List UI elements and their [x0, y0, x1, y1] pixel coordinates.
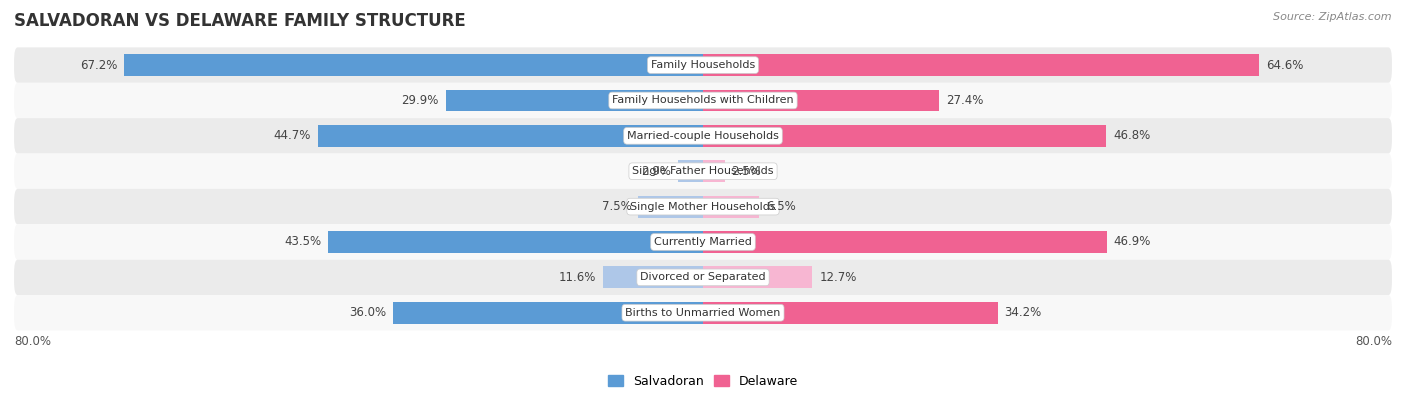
Text: Divorced or Separated: Divorced or Separated	[640, 273, 766, 282]
Text: 11.6%: 11.6%	[558, 271, 596, 284]
FancyBboxPatch shape	[14, 189, 1392, 224]
Bar	[703, 231, 1107, 253]
FancyBboxPatch shape	[14, 47, 1392, 83]
Text: 67.2%: 67.2%	[80, 58, 117, 71]
Bar	[638, 196, 703, 218]
Legend: Salvadoran, Delaware: Salvadoran, Delaware	[603, 370, 803, 393]
Text: 7.5%: 7.5%	[602, 200, 631, 213]
Text: 80.0%: 80.0%	[1355, 335, 1392, 348]
Text: 44.7%: 44.7%	[274, 129, 311, 142]
Text: 6.5%: 6.5%	[766, 200, 796, 213]
Bar	[703, 54, 1260, 76]
Text: 34.2%: 34.2%	[1004, 306, 1042, 319]
Text: Births to Unmarried Women: Births to Unmarried Women	[626, 308, 780, 318]
Text: 64.6%: 64.6%	[1267, 58, 1303, 71]
Text: 27.4%: 27.4%	[946, 94, 983, 107]
FancyBboxPatch shape	[14, 83, 1392, 118]
Text: SALVADORAN VS DELAWARE FAMILY STRUCTURE: SALVADORAN VS DELAWARE FAMILY STRUCTURE	[14, 12, 465, 30]
Bar	[703, 125, 1107, 147]
Bar	[329, 231, 703, 253]
FancyBboxPatch shape	[14, 118, 1392, 154]
FancyBboxPatch shape	[14, 154, 1392, 189]
Text: Currently Married: Currently Married	[654, 237, 752, 247]
Text: Single Father Households: Single Father Households	[633, 166, 773, 176]
Text: 12.7%: 12.7%	[820, 271, 856, 284]
FancyBboxPatch shape	[14, 224, 1392, 260]
Text: Source: ZipAtlas.com: Source: ZipAtlas.com	[1274, 12, 1392, 22]
Text: Family Households: Family Households	[651, 60, 755, 70]
Bar	[703, 90, 939, 111]
Text: 43.5%: 43.5%	[284, 235, 322, 248]
Bar	[446, 90, 703, 111]
Text: 46.8%: 46.8%	[1114, 129, 1150, 142]
Bar	[703, 266, 813, 288]
Bar	[603, 266, 703, 288]
Bar	[678, 160, 703, 182]
Bar	[124, 54, 703, 76]
Text: 2.5%: 2.5%	[731, 165, 761, 178]
Text: 46.9%: 46.9%	[1114, 235, 1152, 248]
Bar	[703, 302, 997, 324]
Text: 29.9%: 29.9%	[401, 94, 439, 107]
Text: 2.9%: 2.9%	[641, 165, 671, 178]
Text: Family Households with Children: Family Households with Children	[612, 96, 794, 105]
Bar	[703, 160, 724, 182]
Bar	[392, 302, 703, 324]
Text: 80.0%: 80.0%	[14, 335, 51, 348]
FancyBboxPatch shape	[14, 295, 1392, 331]
Bar	[703, 196, 759, 218]
FancyBboxPatch shape	[14, 260, 1392, 295]
Text: 36.0%: 36.0%	[349, 306, 387, 319]
Text: Single Mother Households: Single Mother Households	[630, 201, 776, 212]
Bar	[318, 125, 703, 147]
Text: Married-couple Households: Married-couple Households	[627, 131, 779, 141]
